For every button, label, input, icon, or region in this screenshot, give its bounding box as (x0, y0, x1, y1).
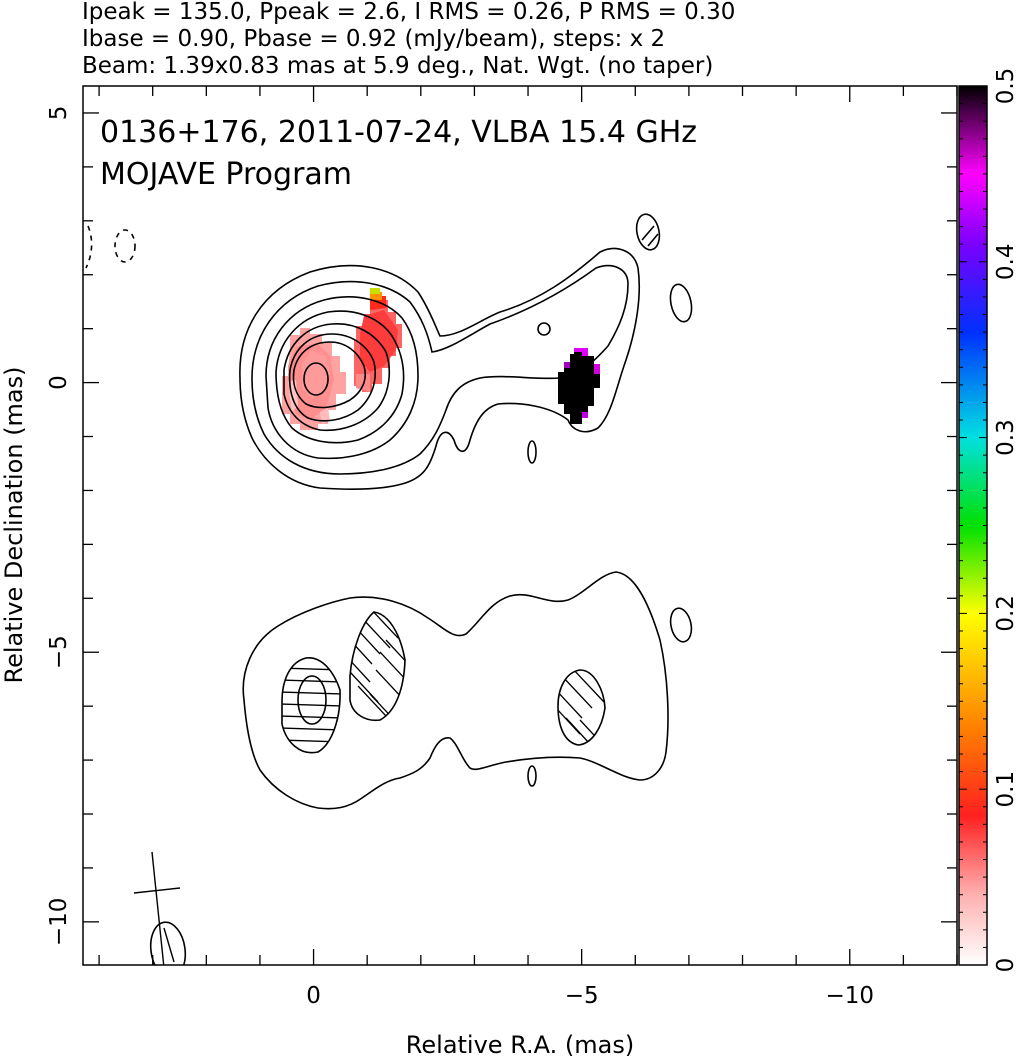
colorbar-tick-label: 0.5 (993, 68, 1019, 105)
polarization-image (282, 288, 600, 430)
colorbar-tick-label: 0 (993, 958, 1019, 973)
polarization-core-region (282, 328, 346, 430)
colorbar-tick-label: 0.1 (993, 771, 1019, 808)
y-tick-label: −5 (46, 635, 72, 669)
evpa-vectors (282, 612, 605, 745)
x-tick-label: 0 (306, 983, 321, 1009)
source-title: 0136+176, 2011-07-24, VLBA 15.4 GHz (100, 115, 697, 150)
colorbar-ticks: 0 0.1 0.2 0.3 0.4 0.5 (959, 68, 1019, 973)
polarization-knot-region (558, 348, 600, 424)
y-tick-label: 5 (46, 106, 72, 121)
header-line-3: Beam: 1.39x0.83 mas at 5.9 deg., Nat. Wg… (82, 53, 713, 79)
colorbar-tick-label: 0.2 (993, 595, 1019, 632)
beam-cross (133, 851, 181, 965)
header-line-1: Ipeak = 135.0, Ppeak = 2.6, I RMS = 0.26… (82, 0, 735, 25)
colorbar (959, 86, 987, 965)
x-axis-label: Relative R.A. (mas) (406, 1031, 634, 1059)
y-axis-label: Relative Declination (mas) (0, 366, 28, 683)
polarization-contours-lower (149, 571, 693, 965)
y-tick-label: 0 (46, 375, 72, 390)
plot-frame (82, 85, 958, 966)
colorbar-tick-label: 0.3 (993, 419, 1019, 456)
y-tick-label: −10 (46, 898, 72, 947)
x-tick-label: −5 (565, 983, 599, 1009)
axis-ticks: 0 −5 −10 5 0 −5 −10 (46, 86, 958, 1009)
header-line-2: Ibase = 0.90, Pbase = 0.92 (mJy/beam), s… (82, 26, 665, 52)
polarization-inner-jet-region (354, 288, 402, 392)
x-tick-label: −10 (825, 983, 874, 1009)
plot-area (85, 213, 693, 965)
program-label: MOJAVE Program (100, 157, 352, 192)
colorbar-tick-label: 0.4 (993, 244, 1019, 281)
intensity-contours-upper (85, 213, 693, 490)
